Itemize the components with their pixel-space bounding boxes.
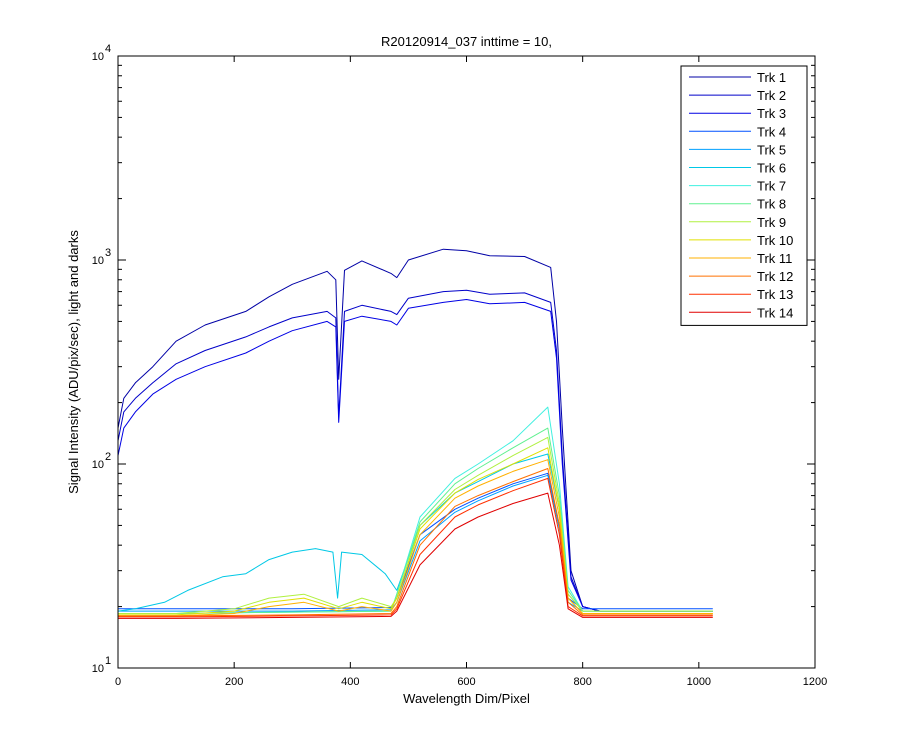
legend-entry-label: Trk 4: [757, 124, 786, 139]
legend-entry-label: Trk 6: [757, 161, 786, 176]
series-line-trk-14: [118, 492, 713, 619]
x-tick-label: 800: [573, 676, 591, 688]
series-line-trk-12: [118, 468, 713, 617]
legend: Trk 1 Trk 2 Trk 3 Trk 4 Trk 5 Trk 6 Trk 7 Trk 8…: [680, 65, 808, 326]
series-line-trk-9: [118, 436, 713, 614]
legend-box: [680, 65, 808, 326]
series-layer: [117, 248, 713, 619]
x-tick-label: 200: [225, 676, 243, 688]
legend-entry-label: Trk 9: [757, 215, 786, 230]
series-line-trk-6: [117, 453, 713, 612]
series-line-trk-11: [118, 459, 713, 617]
legend-entry-label: Trk 10: [757, 233, 793, 248]
legend-entry-label: Trk 11: [757, 251, 792, 266]
series-line-trk-1: [117, 248, 713, 612]
y-tick-exponent: 4: [105, 43, 111, 55]
legend-entry-label: Trk 2: [757, 88, 786, 103]
y-tick-label: 10: [92, 459, 104, 471]
series-line-trk-3: [117, 299, 713, 612]
series-line-trk-2: [117, 289, 713, 612]
legend-entry-label: Trk 8: [757, 197, 786, 212]
legend-entry-label: Trk 1: [757, 70, 786, 85]
x-axis-label: Wavelength Dim/Pixel: [403, 691, 530, 706]
chart-title: R20120914_037 inttime = 10,: [381, 34, 552, 49]
x-tick-label: 1000: [687, 676, 711, 688]
x-tick-label: 400: [341, 676, 359, 688]
legend-entry-label: Trk 3: [757, 106, 786, 121]
x-tick-label: 0: [115, 676, 121, 688]
y-tick-label: 10: [92, 663, 104, 675]
y-axis-label: Signal Intensity (ADU/pix/sec), light an…: [66, 230, 81, 494]
legend-entry-label: Trk 14: [757, 305, 793, 320]
x-tick-label: 600: [457, 676, 475, 688]
legend-entry-label: Trk 13: [757, 287, 793, 302]
y-tick-exponent: 2: [105, 451, 111, 463]
legend-entry-label: Trk 12: [757, 269, 793, 284]
y-tick-exponent: 3: [105, 247, 111, 259]
y-tick-label: 10: [92, 51, 104, 63]
legend-entry-label: Trk 5: [757, 142, 786, 157]
series-line-trk-10: [118, 447, 713, 616]
x-tick-label: 1200: [803, 676, 827, 688]
x-axis: 0 200 400 600 800 1000 1200: [115, 56, 827, 688]
y-tick-exponent: 1: [105, 655, 111, 667]
y-tick-label: 10: [92, 255, 104, 267]
legend-entry-label: Trk 7: [757, 179, 786, 194]
